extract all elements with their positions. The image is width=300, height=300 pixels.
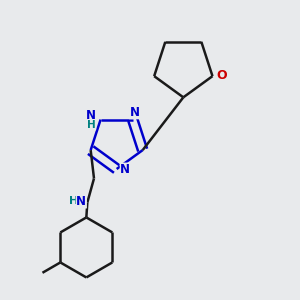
- Text: N: N: [129, 106, 140, 119]
- Text: H: H: [87, 120, 96, 130]
- Text: O: O: [217, 69, 227, 82]
- Text: N: N: [86, 109, 96, 122]
- Text: N: N: [76, 195, 86, 208]
- Text: N: N: [120, 163, 130, 176]
- Text: H: H: [69, 196, 78, 206]
